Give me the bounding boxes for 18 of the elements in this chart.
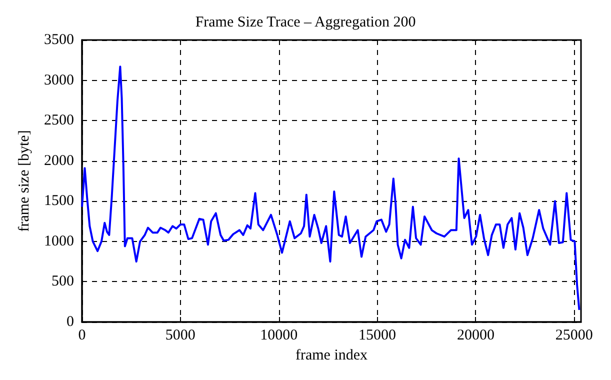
y-axis-title: frame size [byte] xyxy=(16,130,32,232)
x-tick-label: 15000 xyxy=(358,328,396,344)
x-tick-label: 20000 xyxy=(456,328,494,344)
y-tick-label: 500 xyxy=(52,274,74,290)
y-tick-label: 2500 xyxy=(44,112,74,129)
y-tick-label: 2000 xyxy=(44,152,74,169)
y-tick-label: 3500 xyxy=(44,32,74,48)
x-tick-label: 0 xyxy=(78,328,86,344)
y-tick-label: 0 xyxy=(66,314,74,330)
x-tick-label: 5000 xyxy=(165,328,196,344)
y-tick-label: 3000 xyxy=(44,72,74,88)
x-tick-label: 25000 xyxy=(555,328,593,344)
chart-title: Frame Size Trace – Aggregation 200 xyxy=(195,14,416,30)
line-series xyxy=(81,66,580,311)
y-tick-label: 1000 xyxy=(44,233,74,250)
y-tick-label: 1500 xyxy=(44,193,74,210)
x-axis-title: frame index xyxy=(295,347,368,364)
x-tick-label: 10000 xyxy=(260,328,298,344)
